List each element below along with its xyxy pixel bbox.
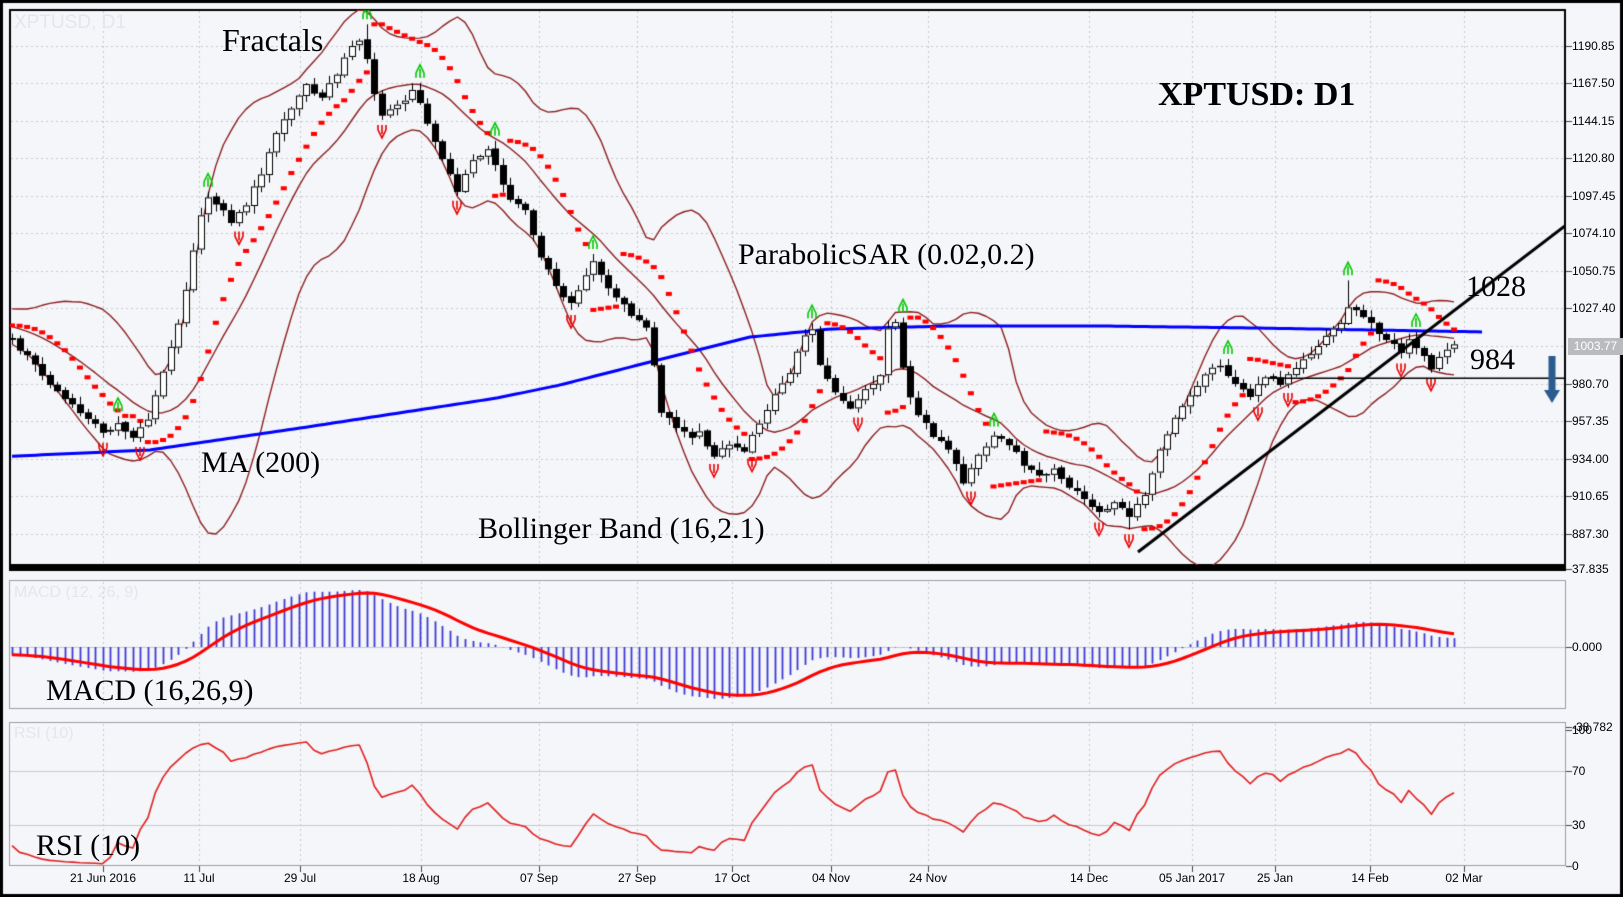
price-chart-canvas[interactable] <box>0 0 1623 897</box>
chart-window: XPTUSD, D1 MACD (12, 26, 9) RSI (10) 100… <box>0 0 1623 897</box>
